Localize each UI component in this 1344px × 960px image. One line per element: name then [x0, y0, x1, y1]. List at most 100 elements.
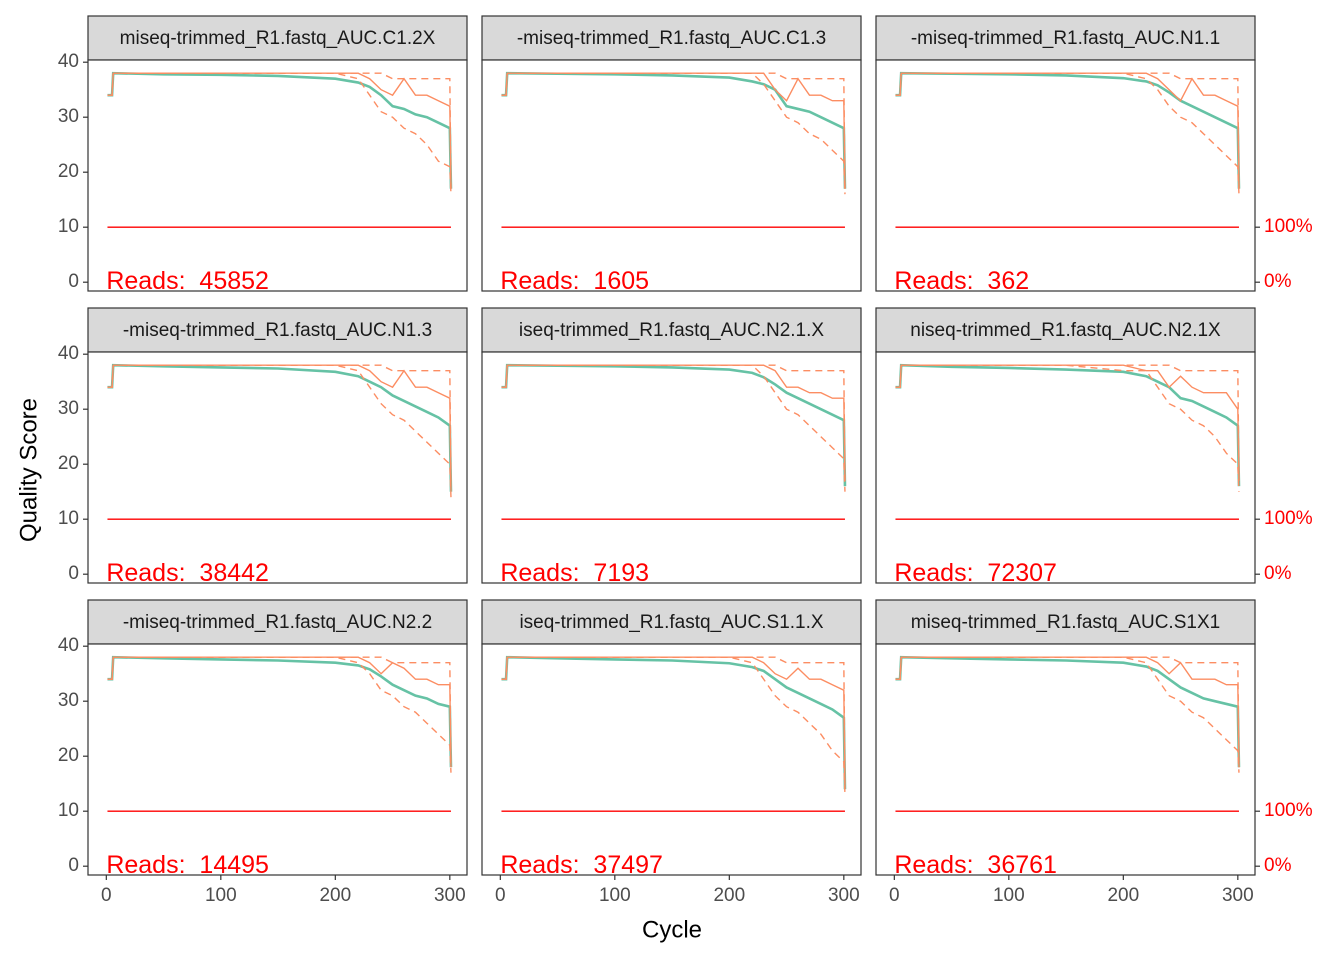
y2-tick-label: 0% [1264, 855, 1292, 876]
panel [88, 644, 467, 875]
x-tick-label: 200 [319, 885, 351, 906]
quality-line [501, 364, 846, 481]
panel-border [87, 643, 468, 876]
strip-title: -miseq-trimmed_R1.fastq_AUC.C1.3 [517, 28, 826, 49]
quality-line [107, 363, 453, 492]
panel-group: Reads: 14495 [106, 655, 453, 879]
panel-group: Reads: 1605 [500, 71, 847, 295]
panel-group: Reads: 72307 [894, 363, 1241, 587]
y-tick-label: 30 [58, 690, 79, 711]
quality-line [107, 71, 453, 189]
panel [88, 60, 467, 291]
panel-group: Reads: 37497 [500, 655, 847, 879]
reads-label: Reads: 7193 [500, 559, 649, 587]
panel-group: Reads: 7193 [500, 363, 847, 587]
y-tick-label: 40 [58, 635, 79, 656]
quality-line [895, 363, 1241, 487]
strip-group: iseq-trimmed_R1.fastq_AUC.N2.1.X [519, 320, 824, 341]
strip-title: miseq-trimmed_R1.fastq_AUC.S1X1 [911, 612, 1220, 633]
strip-title: iseq-trimmed_R1.fastq_AUC.N2.1.X [519, 320, 824, 341]
y2-tick-label: 100% [1264, 800, 1313, 821]
y-tick-label: 10 [58, 216, 79, 237]
panel-border [481, 59, 862, 292]
quality-line [501, 656, 846, 784]
reads-label: Reads: 37497 [500, 851, 663, 879]
strip [481, 599, 862, 645]
x-tick-label: 0 [101, 885, 112, 906]
quality-line [107, 72, 452, 189]
quality-line [107, 364, 452, 487]
strip-group: miseq-trimmed_R1.fastq_AUC.S1X1 [911, 612, 1220, 633]
quality-line [501, 655, 847, 790]
quality-line [107, 655, 453, 768]
panel-group: Reads: 362 [894, 71, 1241, 295]
x-tick-label: 0 [495, 885, 506, 906]
y-tick-label: 10 [58, 508, 79, 529]
x-tick-label: 0 [889, 885, 900, 906]
strip [875, 307, 1256, 353]
strip [875, 15, 1256, 61]
panel-group: Reads: 36761 [894, 655, 1241, 879]
x-tick-label: 100 [993, 885, 1025, 906]
reads-label: Reads: 72307 [894, 559, 1057, 587]
panel-border [87, 351, 468, 584]
strip-group: -miseq-trimmed_R1.fastq_AUC.N2.2 [123, 612, 432, 633]
panel [88, 352, 467, 583]
quality-line [501, 72, 846, 189]
quality-line [895, 655, 1241, 768]
panel-border [481, 351, 862, 584]
strip [87, 599, 468, 645]
panel [876, 352, 1255, 583]
x-tick-label: 300 [1222, 885, 1254, 906]
strip [481, 307, 862, 353]
strip-group: -miseq-trimmed_R1.fastq_AUC.C1.3 [517, 28, 826, 49]
y-tick-label: 0 [68, 855, 79, 876]
y-tick-label: 40 [58, 343, 79, 364]
reads-label: Reads: 14495 [106, 851, 269, 879]
y-tick-label: 30 [58, 106, 79, 127]
x-tick-label: 300 [828, 885, 860, 906]
x-tick-label: 100 [599, 885, 631, 906]
panel [876, 60, 1255, 291]
panel [876, 644, 1255, 875]
y-tick-label: 10 [58, 800, 79, 821]
strip-title: -miseq-trimmed_R1.fastq_AUC.N1.1 [911, 28, 1220, 49]
x-axis-title: Cycle [642, 916, 702, 943]
panel-border [481, 643, 862, 876]
strip-title: iseq-trimmed_R1.fastq_AUC.S1.1.X [519, 612, 823, 633]
panel-border [875, 351, 1256, 584]
reads-label: Reads: 362 [894, 267, 1029, 295]
quality-line [895, 72, 1240, 189]
strip-title: miseq-trimmed_R1.fastq_AUC.C1.2X [120, 28, 436, 49]
y2-tick-label: 100% [1264, 508, 1313, 529]
quality-line [107, 656, 452, 768]
reads-label: Reads: 36761 [894, 851, 1057, 879]
y-axis-title: Quality Score [15, 398, 42, 542]
x-tick-label: 200 [713, 885, 745, 906]
x-tick-label: 200 [1107, 885, 1139, 906]
y-tick-label: 20 [58, 453, 79, 474]
quality-line [895, 364, 1240, 481]
y-tick-label: 0 [68, 271, 79, 292]
panel-group: Reads: 45852 [106, 71, 453, 291]
y-tick-label: 30 [58, 398, 79, 419]
panel [482, 644, 861, 875]
panel-group: Reads: 38442 [106, 363, 453, 583]
reads-label: Reads: 1605 [500, 267, 649, 295]
x-tick-label: 100 [205, 885, 237, 906]
y2-tick-label: 100% [1264, 216, 1313, 237]
strip-group: niseq-trimmed_R1.fastq_AUC.N2.1X [910, 320, 1221, 341]
panel [482, 352, 861, 583]
strip-group: miseq-trimmed_R1.fastq_AUC.C1.2X [120, 28, 436, 49]
strip-group: -miseq-trimmed_R1.fastq_AUC.N1.3 [123, 320, 432, 341]
strip [481, 15, 862, 61]
y-tick-label: 20 [58, 745, 79, 766]
y2-tick-label: 0% [1264, 563, 1292, 584]
x-tick-label: 300 [434, 885, 466, 906]
strip-group: iseq-trimmed_R1.fastq_AUC.S1.1.X [519, 612, 823, 633]
strip-title: niseq-trimmed_R1.fastq_AUC.N2.1X [910, 320, 1221, 341]
y-tick-label: 20 [58, 161, 79, 182]
panel [482, 60, 861, 291]
